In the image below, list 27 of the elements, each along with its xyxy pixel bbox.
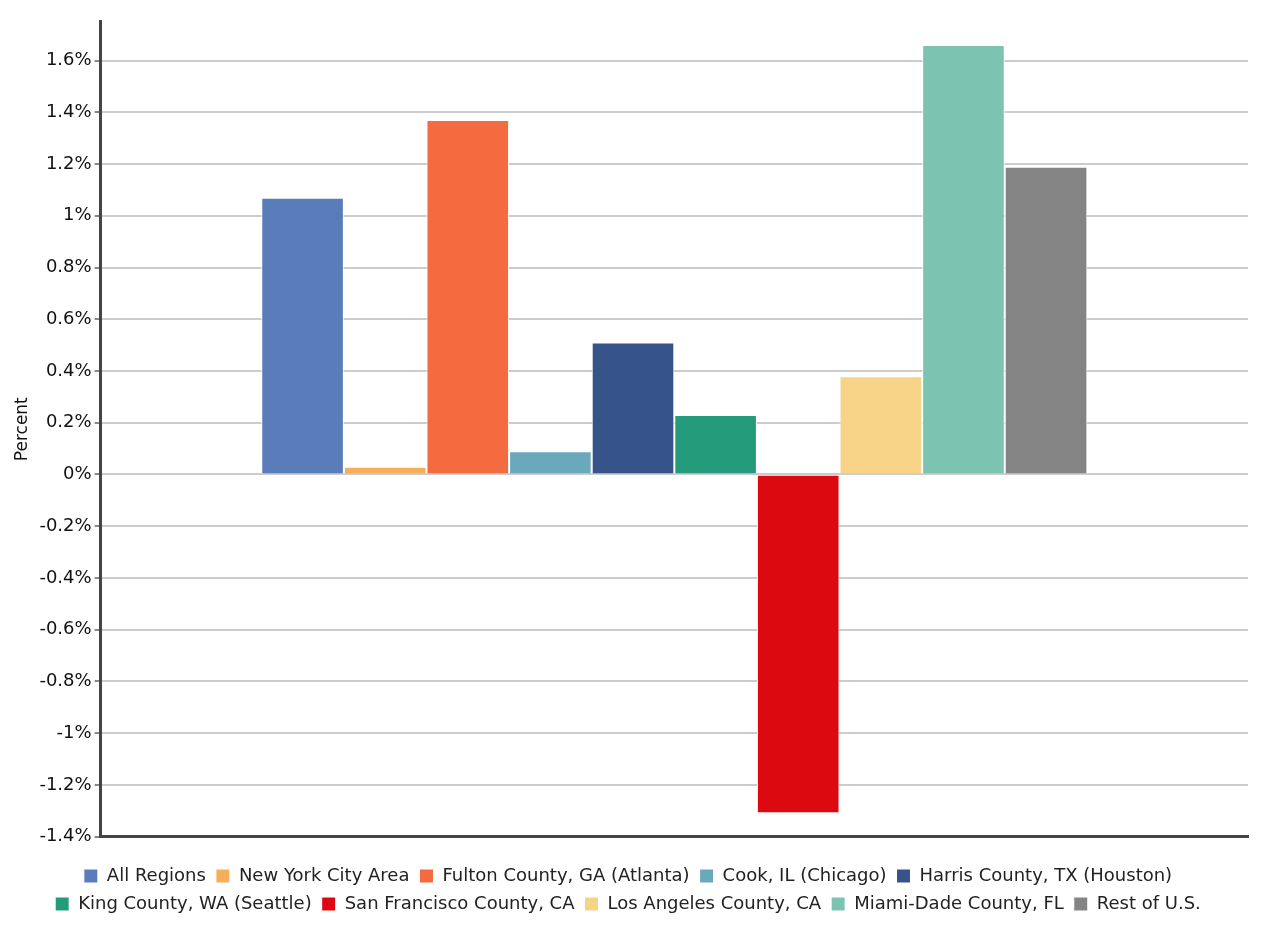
y-tick-label: -0.4%: [39, 565, 92, 587]
y-axis-title: Percent: [10, 396, 31, 462]
y-tick-label: 1.2%: [45, 151, 92, 173]
legend-label: Miami-Dade County, FL: [854, 891, 1064, 913]
legend-label: Fulton County, GA (Atlanta): [442, 863, 690, 885]
y-tick-label: 1.4%: [45, 100, 92, 122]
legend-label: Los Angeles County, CA: [607, 891, 822, 913]
y-tick-label: -0.8%: [39, 669, 92, 691]
y-tick-label: 0%: [63, 462, 92, 484]
y-tick-label: -0.2%: [39, 513, 92, 535]
y-tick-label: 0.4%: [45, 358, 92, 380]
y-tick-label: 0.8%: [45, 255, 92, 277]
y-tick-label: 0.2%: [45, 410, 92, 432]
legend-label: San Francisco County, CA: [344, 891, 576, 913]
legend-label: Rest of U.S.: [1096, 891, 1201, 913]
y-tick-label: -1.4%: [39, 824, 92, 846]
y-tick-label: -1%: [56, 720, 92, 742]
legend-label: All Regions: [106, 863, 206, 885]
legend-label: Harris County, TX (Houston): [919, 863, 1173, 885]
legend-label: Cook, IL (Chicago): [722, 863, 887, 885]
y-tick-label: -0.6%: [39, 617, 92, 639]
legend-label: New York City Area: [238, 863, 410, 885]
y-tick-label: 1%: [63, 203, 92, 225]
legend-label: King County, WA (Seattle): [78, 891, 312, 913]
y-tick-label: 0.6%: [45, 306, 92, 328]
y-tick-label: -1.2%: [39, 772, 92, 794]
y-tick-label: 1.6%: [45, 48, 92, 70]
